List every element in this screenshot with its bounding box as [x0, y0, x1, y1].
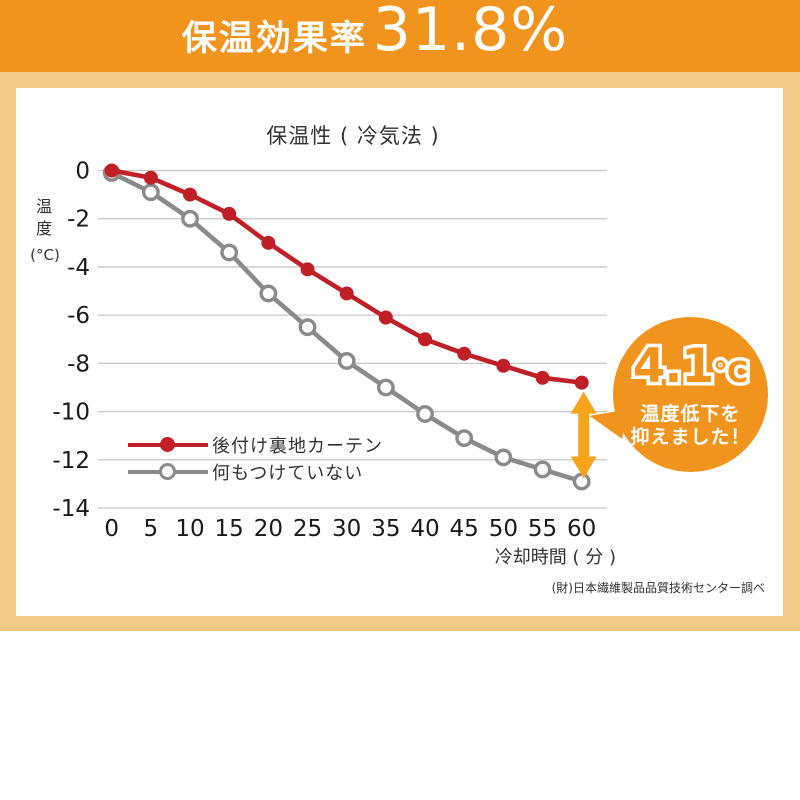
svg-text:5: 5: [144, 516, 159, 542]
legend-label: 何もつけていない: [212, 462, 364, 484]
badge-caption-line1: 温度低下を: [640, 403, 741, 425]
svg-text:0: 0: [75, 159, 90, 185]
header-label: 保温効果率: [181, 19, 367, 59]
svg-text:55: 55: [528, 516, 557, 542]
header-text: 保温効果率 31.8%: [182, 0, 569, 75]
svg-text:25: 25: [293, 516, 322, 542]
legend-item-lined-curtain: 後付け裏地カーテン: [128, 435, 383, 457]
svg-text:20: 20: [254, 516, 283, 542]
result-badge: 4.1℃ 4.1℃ 温度低下を 抑えました！: [613, 317, 768, 472]
svg-text:-14: -14: [52, 496, 90, 522]
chart-legend: 後付け裏地カーテン 何もつけていない: [128, 435, 383, 489]
badge-caption: 温度低下を 抑えました！: [613, 403, 768, 449]
svg-text:35: 35: [371, 516, 400, 542]
source-note: (財)日本繊維製品品質技術センター調べ: [551, 581, 765, 595]
badge-value-outline: 4.1℃: [629, 339, 751, 394]
svg-text:0: 0: [104, 516, 119, 542]
svg-text:-12: -12: [52, 448, 90, 474]
badge-value-fill: 4.1℃: [632, 339, 749, 394]
header-banner: 保温効果率 31.8%: [0, 0, 800, 72]
svg-text:60: 60: [567, 516, 596, 542]
svg-text:-10: -10: [52, 400, 90, 426]
svg-text:50: 50: [489, 516, 518, 542]
svg-text:15: 15: [215, 516, 244, 542]
chart-title: 保温性 ( 冷気法 ): [266, 124, 440, 148]
red-line-marker-icon: [128, 435, 208, 454]
header-value: 31.8%: [372, 0, 569, 65]
svg-text:-4: -4: [67, 255, 90, 281]
svg-text:冷却時間 ( 分 ): 冷却時間 ( 分 ): [495, 547, 616, 568]
badge-caption-line2: 抑えました！: [630, 426, 751, 448]
badge-value: 4.1℃ 4.1℃: [613, 339, 768, 394]
svg-text:(°C): (°C): [30, 246, 60, 264]
svg-text:40: 40: [410, 516, 439, 542]
svg-text:-8: -8: [67, 351, 90, 377]
svg-text:度: 度: [36, 219, 52, 238]
svg-text:30: 30: [332, 516, 361, 542]
svg-text:温: 温: [36, 197, 52, 216]
svg-text:-2: -2: [67, 207, 90, 233]
legend-label: 後付け裏地カーテン: [212, 435, 383, 457]
svg-text:-6: -6: [67, 303, 90, 329]
svg-text:45: 45: [450, 516, 479, 542]
legend-item-no-lining: 何もつけていない: [128, 462, 383, 484]
svg-text:10: 10: [175, 516, 204, 542]
gray-line-marker-icon: [128, 462, 208, 481]
